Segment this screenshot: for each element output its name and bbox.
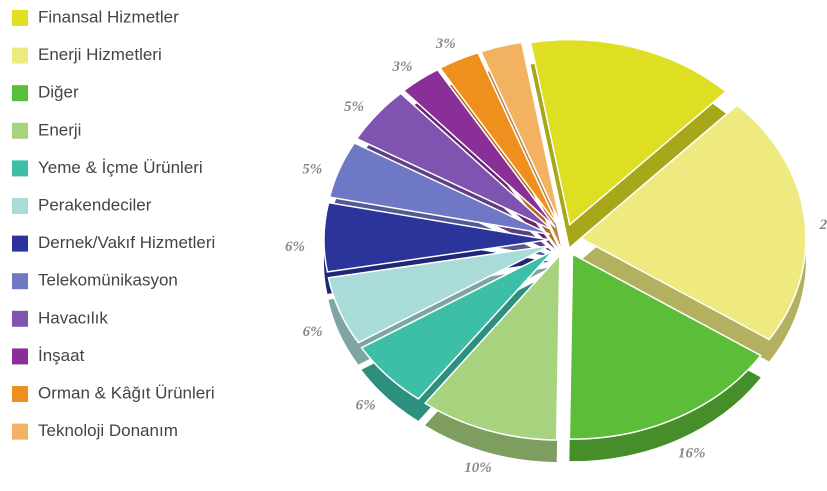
data-label: 5% xyxy=(344,99,364,115)
slice xyxy=(327,244,551,344)
legend-label: Finansal Hizmetler xyxy=(38,7,179,26)
slice xyxy=(323,201,550,273)
legend-label: Telekomünikasyon xyxy=(38,271,178,290)
slice xyxy=(360,250,554,400)
legend-swatch xyxy=(12,386,28,402)
slice xyxy=(402,68,556,228)
legend-label: Yeme & İçme Ürünleri xyxy=(38,158,203,177)
slice xyxy=(579,104,807,341)
legend-label: Enerji Hizmetleri xyxy=(38,45,162,64)
slice xyxy=(355,92,553,231)
legend-swatch xyxy=(12,122,28,139)
data-label: 3% xyxy=(435,36,456,52)
legend-label: Dernek/Vakıf Hizmetleri xyxy=(38,233,215,252)
legend-label: Havacılık xyxy=(38,308,108,327)
slice xyxy=(529,38,728,227)
legend-label: Diğer xyxy=(38,83,79,102)
legend-swatch xyxy=(12,198,28,214)
legend-label: Teknoloji Donanım xyxy=(38,421,178,440)
data-label: 6% xyxy=(303,324,323,340)
data-label: 22% xyxy=(819,217,827,233)
legend-swatch xyxy=(12,160,28,177)
legend-swatch xyxy=(12,273,28,290)
slice xyxy=(423,253,561,441)
legend-swatch xyxy=(12,235,28,252)
data-label: 10% xyxy=(464,460,492,476)
legend-label: İnşaat xyxy=(38,346,85,365)
legend-swatch xyxy=(12,85,28,102)
legend-label: Orman & Kâğıt Ürünleri xyxy=(38,383,215,402)
data-label: 6% xyxy=(356,398,376,414)
data-label: 16% xyxy=(678,446,706,462)
legend-swatch xyxy=(12,10,28,26)
legend-swatch xyxy=(12,47,28,64)
legend-label: Perakendeciler xyxy=(38,195,152,214)
slice xyxy=(328,142,551,236)
data-label: 6% xyxy=(285,239,305,255)
legend-label: Enerji xyxy=(38,120,81,139)
slice xyxy=(568,252,762,440)
legend-swatch xyxy=(12,423,28,440)
slice xyxy=(479,41,562,225)
legend-swatch xyxy=(12,348,28,365)
data-label: 5% xyxy=(302,162,322,178)
slice xyxy=(438,51,559,227)
data-label: 3% xyxy=(392,59,413,75)
legend-swatch xyxy=(12,310,28,327)
